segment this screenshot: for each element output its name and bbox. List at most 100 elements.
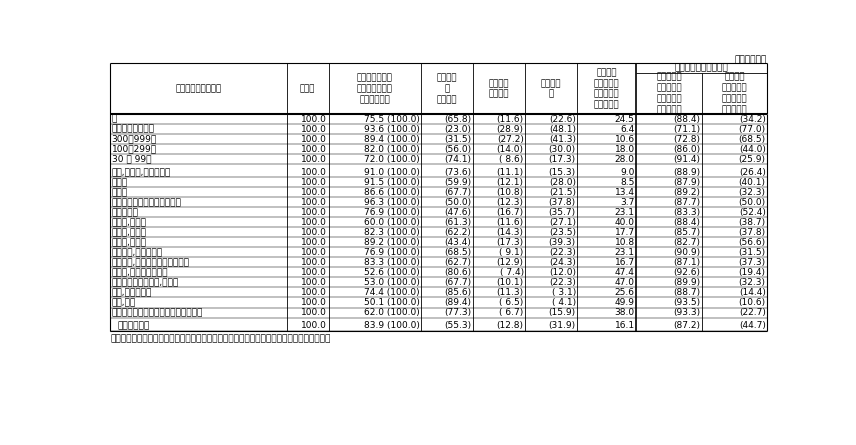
Text: (16.7): (16.7) (496, 208, 524, 217)
Text: 60.0 (100.0): 60.0 (100.0) (364, 218, 419, 227)
Text: 退職年金
制度がある
（両制度併
用を含む）: 退職年金 制度がある （両制度併 用を含む） (722, 73, 747, 114)
Text: (12.3): (12.3) (496, 198, 524, 207)
Text: (15.3): (15.3) (549, 168, 576, 177)
Text: 100.0: 100.0 (301, 208, 327, 217)
Text: 83.9 (100.0): 83.9 (100.0) (364, 321, 419, 330)
Text: (72.8): (72.8) (673, 135, 700, 144)
Text: (85.6): (85.6) (444, 288, 472, 297)
Text: (14.0): (14.0) (496, 145, 524, 154)
Text: (92.6): (92.6) (673, 268, 700, 277)
Text: (67.7): (67.7) (444, 188, 472, 197)
Text: (87.1): (87.1) (673, 258, 700, 267)
Text: 鉱業,採石業,砂利採取業: 鉱業,採石業,砂利採取業 (111, 168, 171, 177)
Text: (10.8): (10.8) (496, 188, 524, 197)
Text: (30.0): (30.0) (549, 145, 576, 154)
Text: (80.6): (80.6) (444, 268, 472, 277)
Text: 100.0: 100.0 (301, 248, 327, 257)
Text: 100.0: 100.0 (301, 168, 327, 177)
Text: 50.1 (100.0): 50.1 (100.0) (364, 298, 419, 307)
Text: ( 6.5): ( 6.5) (499, 298, 524, 307)
Text: (28.0): (28.0) (549, 178, 576, 187)
Text: 28.0: 28.0 (615, 155, 634, 164)
Text: 製造業: 製造業 (111, 188, 128, 197)
Text: 100.0: 100.0 (301, 238, 327, 247)
Text: (11.3): (11.3) (496, 288, 524, 297)
Text: 38.0: 38.0 (615, 308, 634, 317)
Text: (10.1): (10.1) (496, 278, 524, 287)
Text: (52.4): (52.4) (739, 208, 766, 217)
Text: (61.3): (61.3) (444, 218, 472, 227)
Text: (87.9): (87.9) (673, 178, 700, 187)
Text: (59.9): (59.9) (444, 178, 472, 187)
Text: (41.3): (41.3) (549, 135, 576, 144)
Text: 10.6: 10.6 (615, 135, 634, 144)
Text: 47.0: 47.0 (615, 278, 634, 287)
Text: (77.0): (77.0) (739, 125, 766, 134)
Text: (50.0): (50.0) (444, 198, 472, 207)
Text: (39.3): (39.3) (549, 238, 576, 247)
Text: サービス業（他に分類されないもの）: サービス業（他に分類されないもの） (111, 308, 203, 317)
Text: (22.7): (22.7) (739, 308, 766, 317)
Text: 計: 計 (111, 115, 117, 124)
Text: (27.1): (27.1) (549, 218, 576, 227)
Text: 注：　（　）内の数値は、退職給付（一時金・年金）制度がある企業に対する割合である。: 注： （ ）内の数値は、退職給付（一時金・年金）制度がある企業に対する割合である… (110, 335, 330, 344)
Text: 100.0: 100.0 (301, 321, 327, 330)
Text: (77.3): (77.3) (444, 308, 472, 317)
Text: 93.6 (100.0): 93.6 (100.0) (364, 125, 419, 134)
Text: 91.0 (100.0): 91.0 (100.0) (364, 168, 419, 177)
Text: (56.6): (56.6) (739, 238, 766, 247)
Text: 17.7: 17.7 (615, 228, 634, 237)
Text: 教育,学習支援業: 教育,学習支援業 (111, 288, 152, 297)
Text: 100.0: 100.0 (301, 308, 327, 317)
Text: 建設業: 建設業 (111, 178, 128, 187)
Text: 86.6 (100.0): 86.6 (100.0) (364, 188, 419, 197)
Text: (37.3): (37.3) (739, 258, 766, 267)
Text: (87.2): (87.2) (673, 321, 700, 330)
Text: ( 7.4): ( 7.4) (500, 268, 524, 277)
Text: 23.1: 23.1 (615, 208, 634, 217)
Text: (17.3): (17.3) (549, 155, 576, 164)
Text: (87.7): (87.7) (673, 198, 700, 207)
Text: (31.5): (31.5) (739, 248, 766, 257)
Text: (22.3): (22.3) (549, 248, 576, 257)
Text: 医療,福祉: 医療,福祉 (111, 298, 136, 307)
Text: 平成２０年: 平成２０年 (118, 321, 150, 330)
Text: 100.0: 100.0 (301, 228, 327, 237)
Text: (93.5): (93.5) (673, 298, 700, 307)
Text: 30 ～ 99人: 30 ～ 99人 (111, 155, 152, 164)
Text: (24.3): (24.3) (549, 258, 576, 267)
Text: 100.0: 100.0 (301, 258, 327, 267)
Text: 82.0 (100.0): 82.0 (100.0) (364, 145, 419, 154)
Text: 40.0: 40.0 (615, 218, 634, 227)
Text: 学術研究,専門・技術サービス業: 学術研究,専門・技術サービス業 (111, 258, 190, 267)
Text: (31.9): (31.9) (549, 321, 576, 330)
Text: 企業規模・産業・年: 企業規模・産業・年 (175, 84, 222, 93)
Text: (25.9): (25.9) (739, 155, 766, 164)
Text: 25.6: 25.6 (615, 288, 634, 297)
Text: (67.7): (67.7) (444, 278, 472, 287)
Text: (89.9): (89.9) (673, 278, 700, 287)
Text: 82.3 (100.0): 82.3 (100.0) (364, 228, 419, 237)
Text: 退職年金
制度のみ: 退職年金 制度のみ (489, 79, 509, 99)
Text: (11.6): (11.6) (496, 115, 524, 124)
Text: (11.6): (11.6) (496, 218, 524, 227)
Text: 100.0: 100.0 (301, 155, 327, 164)
Text: ( 4.1): ( 4.1) (552, 298, 576, 307)
Text: (27.2): (27.2) (496, 135, 524, 144)
Text: 卸売業,小売業: 卸売業,小売業 (111, 228, 146, 237)
Text: 電気・ガス・熱供給・水道業: 電気・ガス・熱供給・水道業 (111, 198, 181, 207)
Text: (82.7): (82.7) (673, 238, 700, 247)
Text: (88.4): (88.4) (673, 115, 700, 124)
Text: (88.7): (88.7) (673, 288, 700, 297)
Text: (43.4): (43.4) (445, 238, 472, 247)
Text: (12.9): (12.9) (496, 258, 524, 267)
Text: 宿泊業,飲食サービス業: 宿泊業,飲食サービス業 (111, 268, 168, 277)
Text: 72.0 (100.0): 72.0 (100.0) (364, 155, 419, 164)
Text: 両制度併
用: 両制度併 用 (541, 79, 562, 99)
Text: (22.3): (22.3) (549, 278, 576, 287)
Text: (62.7): (62.7) (444, 258, 472, 267)
Text: (37.8): (37.8) (739, 228, 766, 237)
Text: (37.8): (37.8) (549, 198, 576, 207)
Text: 100.0: 100.0 (301, 125, 327, 134)
Text: (32.3): (32.3) (739, 188, 766, 197)
